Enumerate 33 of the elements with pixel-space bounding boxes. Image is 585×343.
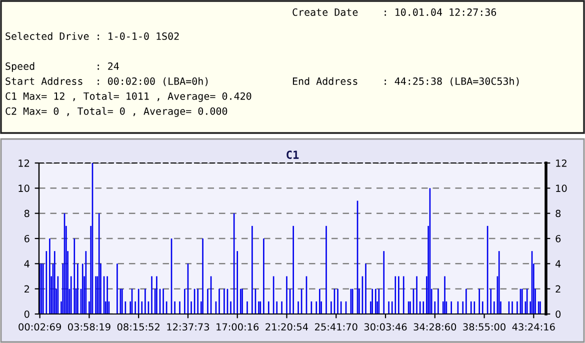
y2-tick-label: 8 — [556, 210, 561, 218]
x-tick-label: 30:03:46 — [364, 323, 407, 331]
text: End Address : 44:25:38 (LBA=30C53h) — [292, 77, 519, 86]
chart-title: C1 — [286, 150, 299, 159]
text: Selected Drive : 1-0-1-0 1S02 — [6, 32, 179, 40]
y2-tick-label: 0 — [556, 310, 561, 318]
y-tick-label: 4 — [24, 260, 30, 268]
y-tick-label: 6 — [24, 234, 30, 242]
x-tick-label: 34:28:60 — [414, 323, 456, 331]
y-tick-label: 8 — [24, 210, 30, 218]
x-tick-label: 25:41:70 — [315, 323, 358, 331]
x-tick-label: 43:24:16 — [512, 323, 555, 331]
y2-tick-label: 2 — [556, 285, 560, 293]
y2-tick-label: 10 — [556, 184, 567, 192]
x-tick-label: 21:20:54 — [266, 323, 308, 331]
text: Start Address : 00:02:00 (LBA=0h) — [6, 77, 208, 86]
y2-tick-label: 4 — [556, 260, 561, 268]
y-tick-label: 2 — [24, 285, 29, 293]
y-tick-label: 10 — [18, 184, 30, 192]
x-tick-label: 12:37:73 — [167, 323, 210, 331]
y2-tick-label: 6 — [556, 234, 561, 242]
text: C1 Max= 12 , Total= 1011 , Average= 0.420 — [6, 92, 252, 102]
x-tick-label: 03:58:19 — [68, 323, 110, 331]
text: C2 Max= 0 , Total= 0 , Average= 0.000 — [6, 107, 228, 117]
y-tick-label: 12 — [18, 159, 29, 167]
x-tick-label: 17:00:16 — [216, 323, 259, 331]
x-tick-label: 08:15:52 — [117, 323, 160, 331]
text: Speed : 24 — [6, 62, 119, 72]
x-tick-label: 00:02:69 — [18, 323, 61, 331]
x-tick-label: 38:55:00 — [463, 323, 506, 331]
y2-tick-label: 12 — [556, 159, 566, 167]
text: Create Date : 10.01.04 12:27:36 — [292, 8, 496, 16]
y-tick-label: 0 — [24, 310, 30, 318]
